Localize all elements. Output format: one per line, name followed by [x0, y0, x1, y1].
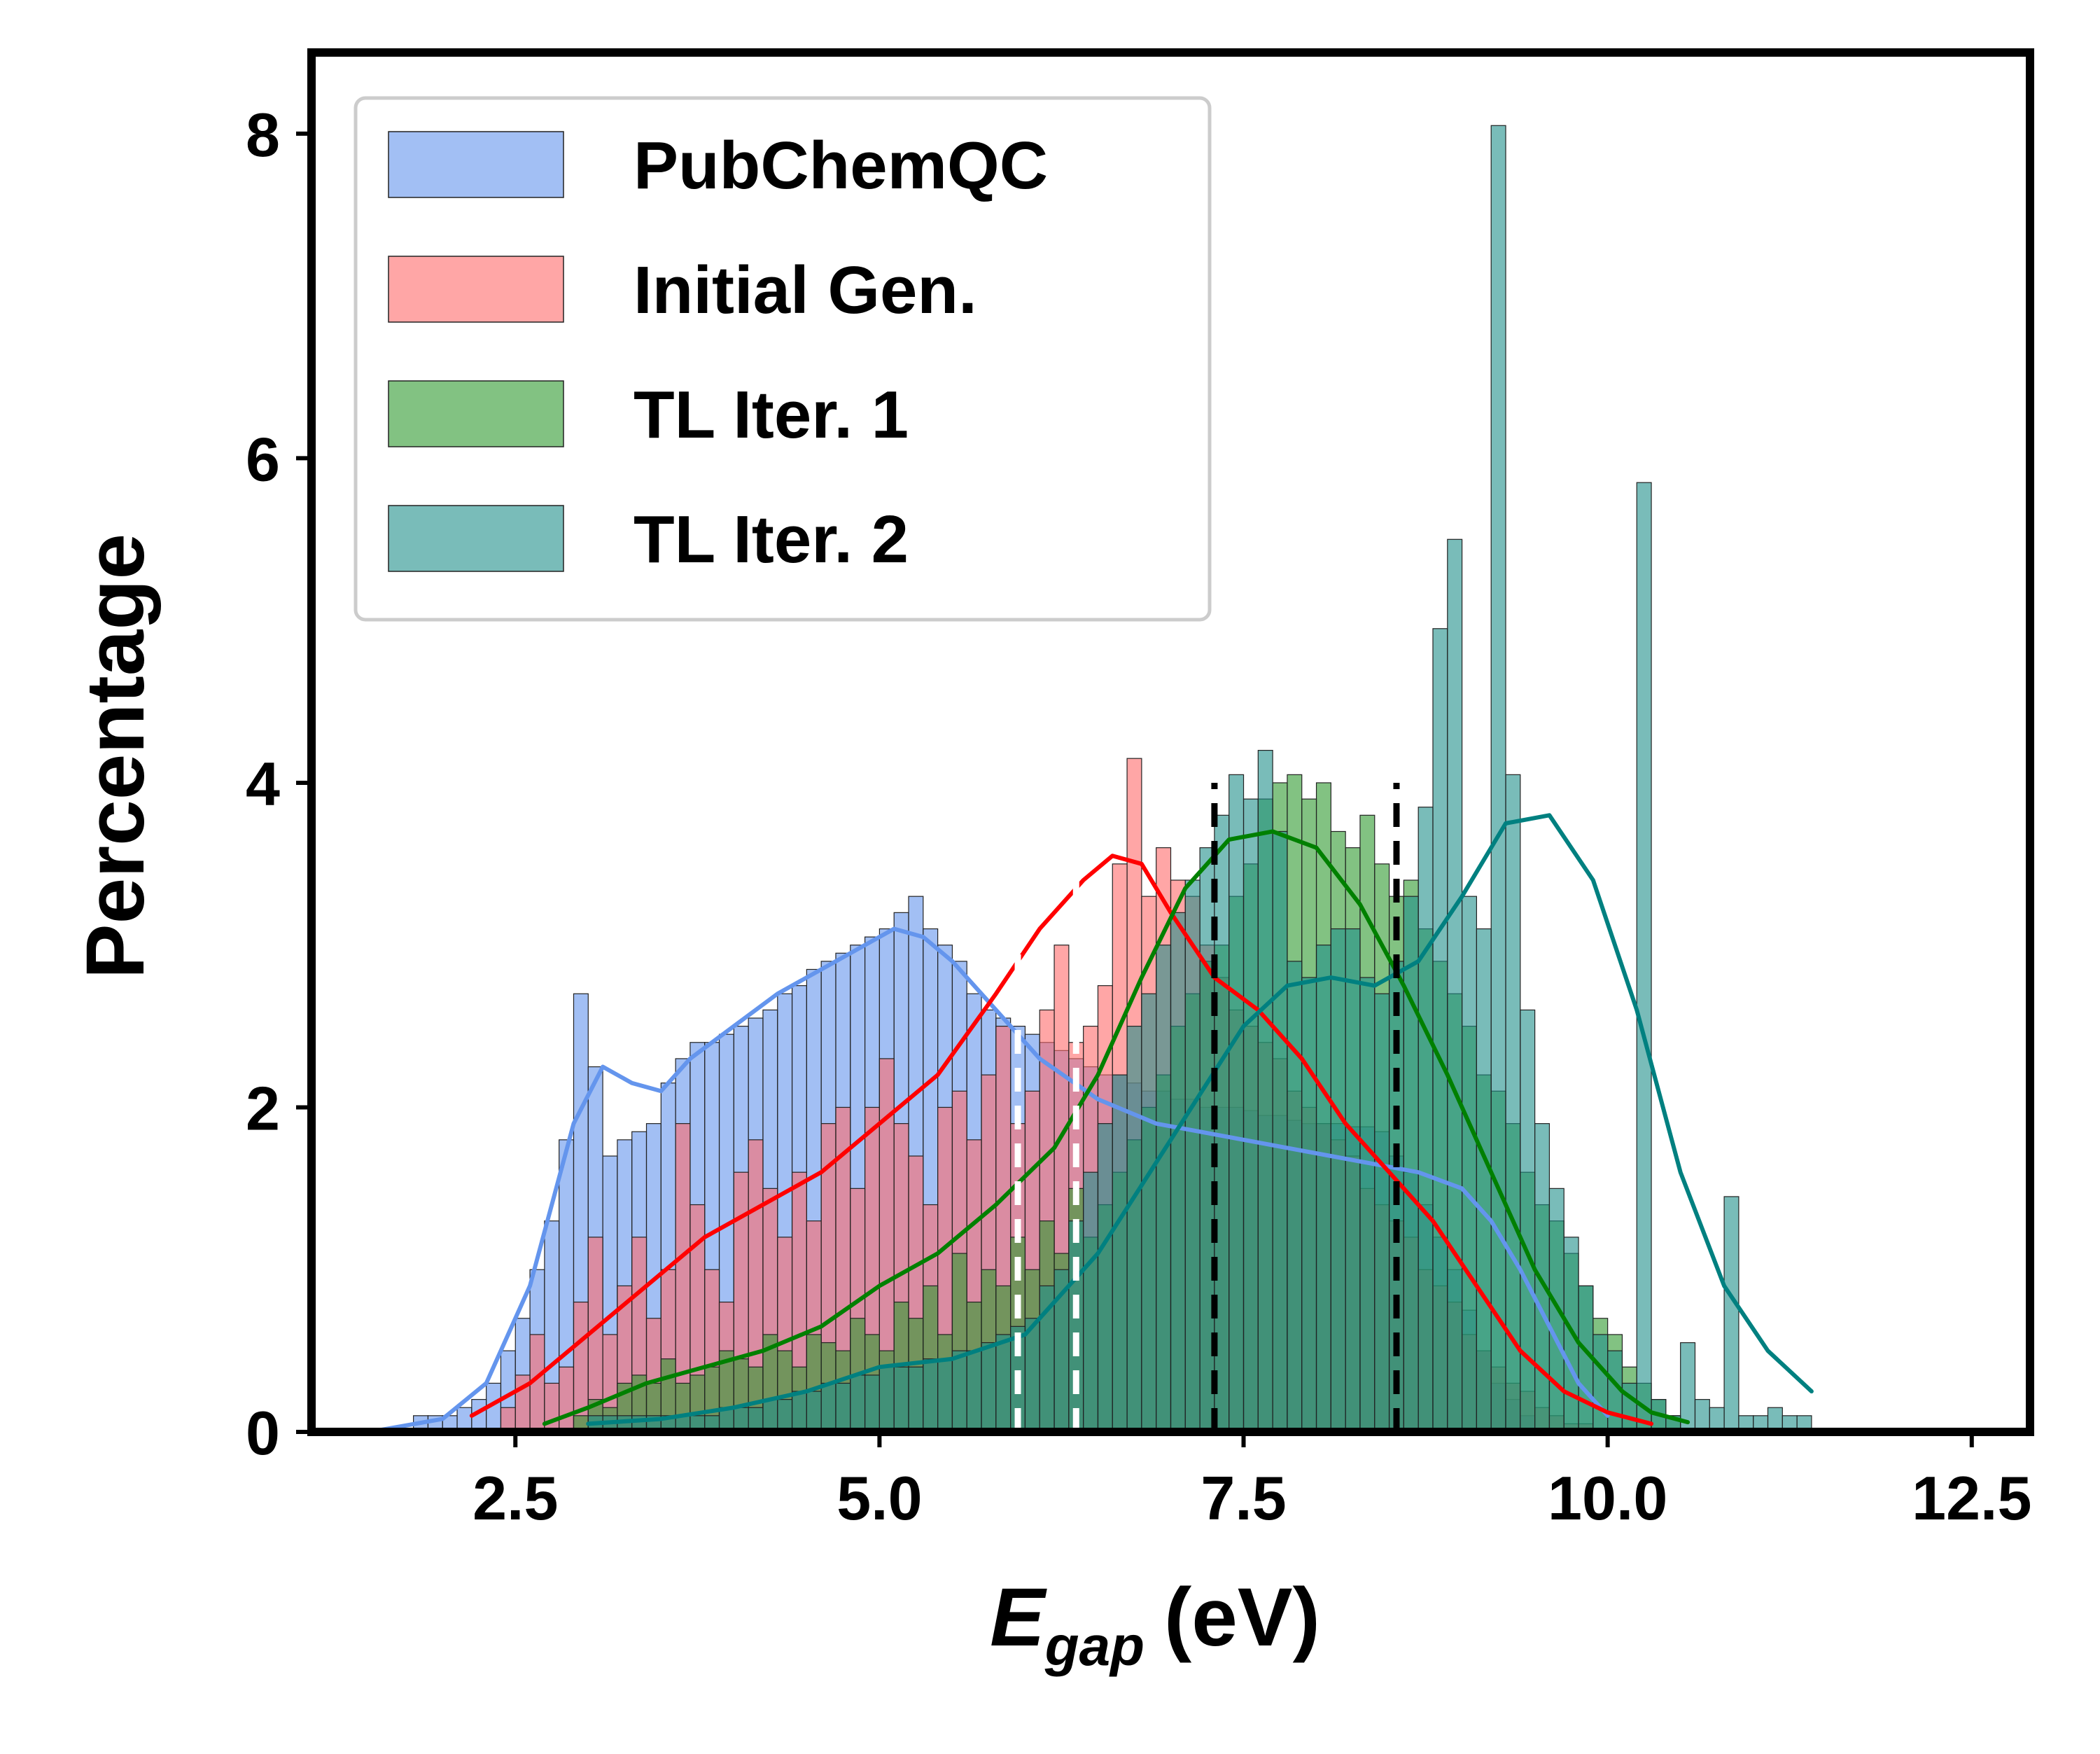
bar	[559, 1366, 575, 1433]
bar	[981, 1342, 997, 1433]
legend-label: PubChemQC	[634, 128, 1048, 203]
bar	[1170, 912, 1186, 1433]
vline-layer	[1014, 782, 1400, 1432]
bar	[1024, 1318, 1040, 1433]
legend-entry: PubChemQC	[388, 128, 1048, 203]
legend-swatch	[388, 505, 564, 572]
bar	[850, 1374, 866, 1433]
series-1-kde-line	[469, 854, 1654, 1426]
x-tick-label: 7.5	[1200, 1463, 1286, 1533]
legend-swatch	[388, 256, 564, 323]
bar	[791, 1391, 807, 1433]
bar	[1345, 928, 1361, 1433]
bar	[1301, 977, 1317, 1433]
y-tick-label: 6	[246, 424, 280, 494]
bar	[1359, 977, 1376, 1433]
legend-swatch	[388, 380, 564, 447]
bar	[835, 1382, 851, 1433]
bar	[1126, 1025, 1142, 1433]
legend-label: TL Iter. 2	[634, 502, 909, 577]
bar	[1520, 1009, 1536, 1433]
bar	[1447, 538, 1463, 1433]
bar	[762, 1399, 778, 1433]
series-3-bars	[587, 125, 1812, 1433]
legend-entry: TL Iter. 2	[388, 502, 909, 577]
bar	[923, 1358, 939, 1433]
bar	[908, 1366, 924, 1433]
bar	[1257, 749, 1273, 1433]
bar	[820, 1382, 836, 1433]
x-axis-subscript: gap	[1044, 1615, 1144, 1677]
legend: PubChemQC Initial Gen. TL Iter. 1 TL Iter. …	[354, 96, 1212, 622]
y-tick-label: 4	[246, 749, 280, 819]
x-axis-title: Egap (eV)	[990, 1571, 1320, 1677]
bar	[951, 1350, 967, 1433]
bar	[966, 1350, 982, 1433]
plot-frame	[307, 48, 2034, 1436]
bar	[1141, 993, 1157, 1433]
bar	[806, 1391, 822, 1433]
bar	[1315, 945, 1331, 1433]
bar	[1068, 1220, 1084, 1433]
x-axis-symbol: E	[990, 1571, 1047, 1664]
series-3-kde-line	[586, 813, 1814, 1426]
bar	[893, 1366, 909, 1433]
bar	[1330, 928, 1346, 1433]
y-tick-label: 8	[246, 100, 280, 169]
kde-layer	[368, 813, 1814, 1434]
x-tick-label: 10.0	[1548, 1463, 1667, 1533]
series-2-kde-line	[542, 829, 1690, 1426]
legend-label: TL Iter. 1	[634, 377, 909, 452]
bar	[1636, 482, 1652, 1433]
bar	[1097, 1123, 1113, 1433]
x-tick-label: 2.5	[472, 1463, 558, 1533]
x-tick-label: 12.5	[1912, 1463, 2031, 1533]
y-axis-title: Percentage	[69, 534, 162, 979]
y-tick-label: 0	[246, 1398, 280, 1468]
bar	[1694, 1399, 1710, 1433]
bar	[1112, 1074, 1128, 1433]
bar	[1723, 1196, 1740, 1433]
x-tick-label: 5.0	[836, 1463, 922, 1533]
legend-entry: Initial Gen.	[388, 253, 977, 328]
legend-box	[354, 96, 1212, 622]
bar	[1418, 807, 1434, 1433]
series-0-kde-line	[368, 926, 1610, 1434]
x-axis-unit: (eV)	[1164, 1571, 1320, 1664]
bar	[878, 1366, 895, 1433]
bar	[1403, 896, 1419, 1433]
bar	[1432, 628, 1448, 1433]
legend-entry: TL Iter. 1	[388, 377, 909, 452]
bar	[1680, 1342, 1696, 1433]
bar	[1228, 774, 1245, 1433]
legend-swatch	[388, 131, 564, 198]
legend-label: Initial Gen.	[634, 253, 977, 328]
bar	[1083, 1171, 1099, 1433]
bar	[1272, 830, 1288, 1433]
bar	[1592, 1334, 1609, 1433]
bar	[1462, 896, 1478, 1433]
bar	[1374, 993, 1390, 1433]
ticks-layer: 2.5 5.0 7.5 10.0 12.5 0 2 4 6 8	[246, 100, 2031, 1533]
bar	[1476, 928, 1492, 1433]
bar	[1242, 798, 1259, 1433]
bar	[1184, 879, 1200, 1433]
bar	[864, 1374, 880, 1433]
bar	[1156, 945, 1172, 1433]
bar	[1287, 961, 1303, 1433]
bar	[995, 1334, 1011, 1433]
bar	[777, 1399, 793, 1433]
y-tick-label: 2	[246, 1073, 280, 1143]
bar	[937, 1358, 953, 1433]
